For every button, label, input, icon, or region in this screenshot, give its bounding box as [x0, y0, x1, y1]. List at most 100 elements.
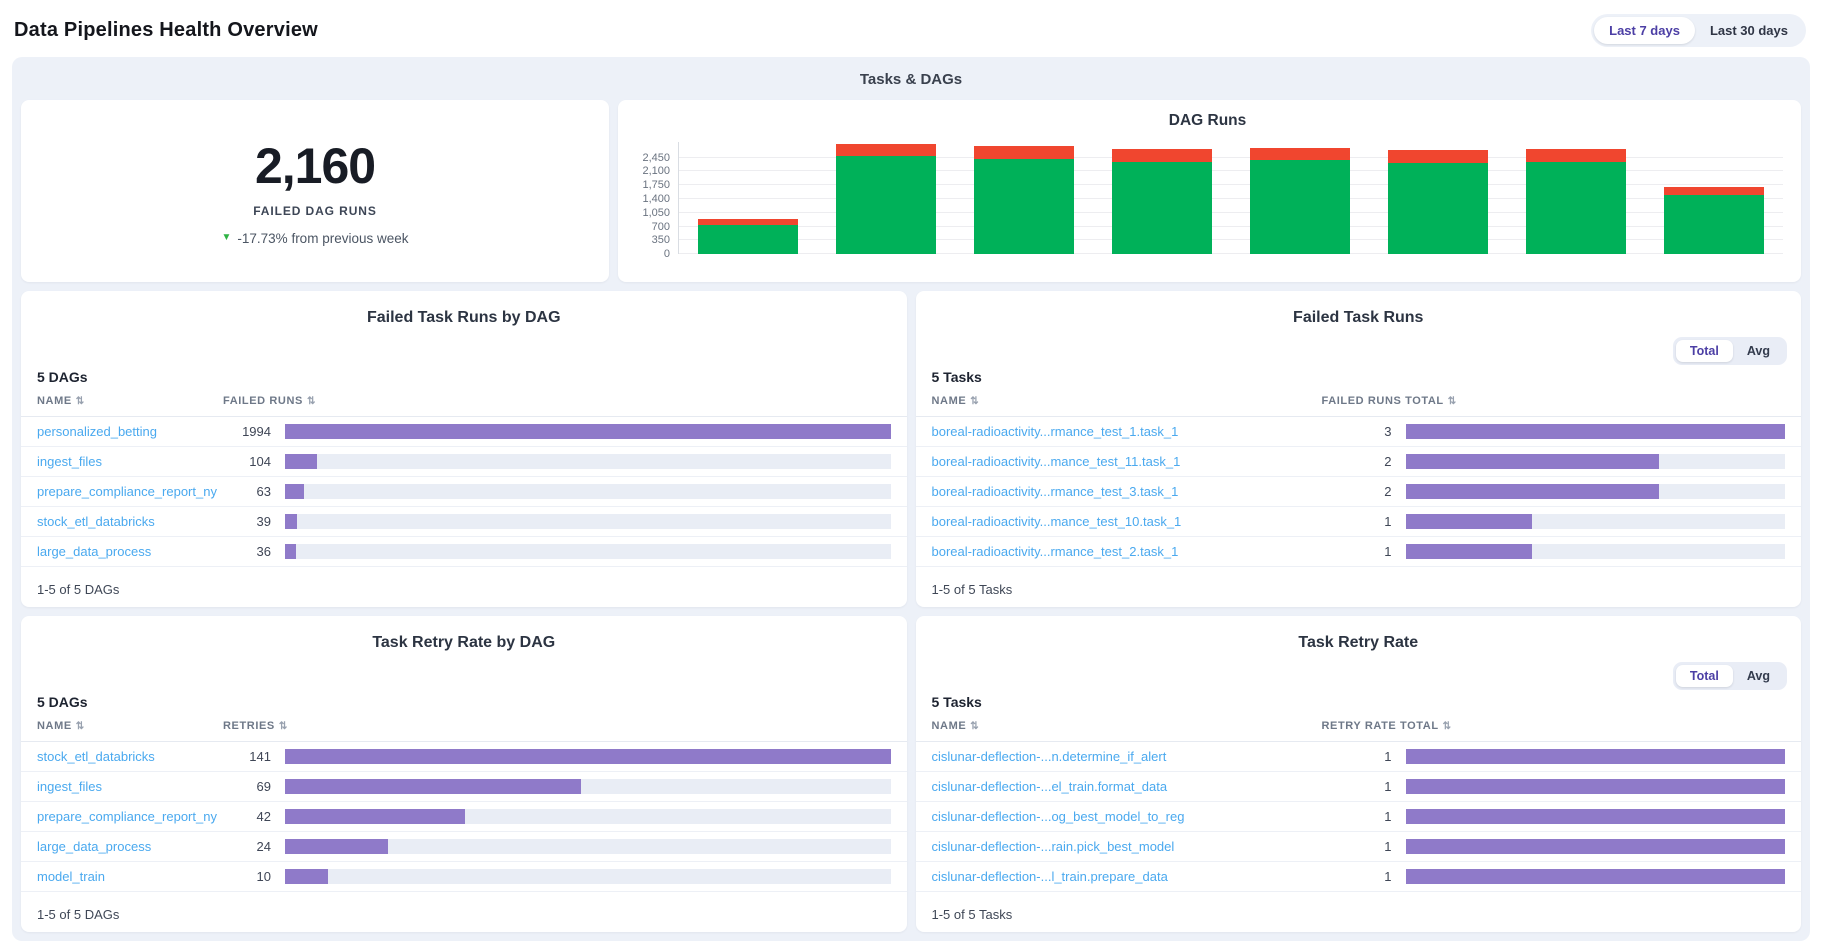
row-bar-track	[1406, 779, 1786, 794]
row-value: 2	[1322, 484, 1392, 499]
time-range-last-30-days[interactable]: Last 30 days	[1695, 17, 1803, 44]
row-name-link[interactable]: boreal-radioactivity...rmance_test_2.tas…	[932, 544, 1322, 559]
total-avg-toggle: Total Avg	[1673, 662, 1787, 690]
y-axis-tick-label: 2,450	[642, 152, 670, 164]
row-count-label: 5 DAGs	[37, 369, 891, 385]
row-bar	[285, 749, 891, 764]
row-name-link[interactable]: boreal-radioactivity...mance_test_10.tas…	[932, 514, 1322, 529]
row-name-link[interactable]: boreal-radioactivity...rmance_test_3.tas…	[932, 484, 1322, 499]
pagination-label: 1-5 of 5 DAGs	[21, 892, 907, 937]
section-title: Tasks & DAGs	[21, 66, 1801, 100]
table-row: boreal-radioactivity...rmance_test_2.tas…	[916, 537, 1802, 567]
row-name-link[interactable]: boreal-radioactivity...rmance_test_1.tas…	[932, 424, 1322, 439]
column-header-name[interactable]: NAME⇅	[37, 395, 223, 407]
dag-runs-bar[interactable]	[1369, 142, 1507, 254]
row-bar	[285, 779, 581, 794]
row-value: 2	[1322, 454, 1392, 469]
row-bar-track	[285, 514, 891, 529]
dag-runs-bar[interactable]	[1507, 142, 1645, 254]
row-bar-track	[1406, 484, 1786, 499]
row-value: 141	[223, 749, 271, 764]
row-name-link[interactable]: large_data_process	[37, 544, 223, 559]
y-axis-tick-label: 2,100	[642, 165, 670, 177]
column-header-name[interactable]: NAME⇅	[37, 720, 223, 732]
row-name-link[interactable]: stock_etl_databricks	[37, 749, 223, 764]
row-value: 42	[223, 809, 271, 824]
sort-icon: ⇅	[307, 396, 316, 407]
bar-stack	[974, 142, 1073, 254]
bar-failed-segment	[974, 146, 1073, 159]
table-header: NAME⇅ FAILED RUNS TOTAL⇅	[916, 395, 1802, 417]
dag-runs-bar[interactable]	[679, 142, 817, 254]
dag-runs-chart-card: DAG Runs 03507001,0501,4001,7502,1002,45…	[618, 100, 1801, 282]
stat-value: 2,160	[255, 137, 375, 195]
table-row: stock_etl_databricks141	[21, 742, 907, 772]
total-avg-toggle: Total Avg	[1673, 337, 1787, 365]
toggle-total[interactable]: Total	[1676, 340, 1733, 362]
row-name-link[interactable]: boreal-radioactivity...mance_test_11.tas…	[932, 454, 1322, 469]
row-bar	[285, 424, 891, 439]
dag-runs-bar[interactable]	[1231, 142, 1369, 254]
row-name-link[interactable]: stock_etl_databricks	[37, 514, 223, 529]
column-header-value[interactable]: RETRIES⇅	[223, 720, 288, 732]
table-header: NAME⇅ FAILED RUNS⇅	[21, 395, 907, 417]
row-name-link[interactable]: cislunar-deflection-...n.determine_if_al…	[932, 749, 1322, 764]
row-bar-track	[1406, 809, 1786, 824]
card-title: Task Retry Rate	[916, 616, 1802, 652]
chart-title: DAG Runs	[632, 112, 1783, 130]
row-value: 1	[1322, 779, 1392, 794]
y-axis-tick-label: 0	[664, 248, 670, 260]
row-bar-track	[285, 424, 891, 439]
dag-runs-bar[interactable]	[1093, 142, 1231, 254]
row-bar	[1406, 454, 1659, 469]
row-name-link[interactable]: model_train	[37, 869, 223, 884]
bar-success-segment	[1388, 163, 1487, 254]
row-name-link[interactable]: prepare_compliance_report_ny	[37, 809, 223, 824]
bar-stack	[1112, 142, 1211, 254]
column-header-name[interactable]: NAME⇅	[932, 395, 1322, 407]
row-name-link[interactable]: personalized_betting	[37, 424, 223, 439]
bar-stack	[1664, 142, 1763, 254]
row-name-link[interactable]: ingest_files	[37, 779, 223, 794]
row-value: 1	[1322, 514, 1392, 529]
column-header-value[interactable]: FAILED RUNS TOTAL⇅	[1322, 395, 1457, 407]
row-name-link[interactable]: cislunar-deflection-...el_train.format_d…	[932, 779, 1322, 794]
toggle-avg[interactable]: Avg	[1733, 665, 1784, 687]
row-bar	[1406, 544, 1533, 559]
dag-runs-bar[interactable]	[817, 142, 955, 254]
dag-runs-bar[interactable]	[1645, 142, 1783, 254]
row-name-link[interactable]: cislunar-deflection-...og_best_model_to_…	[932, 809, 1322, 824]
row-name-link[interactable]: cislunar-deflection-...rain.pick_best_mo…	[932, 839, 1322, 854]
row-name-link[interactable]: prepare_compliance_report_ny	[37, 484, 223, 499]
bar-success-segment	[974, 159, 1073, 254]
bar-success-segment	[836, 156, 935, 254]
card-task-retry-rate-by-dag: Task Retry Rate by DAG 5 DAGs NAME⇅ RETR…	[21, 616, 907, 932]
sort-icon: ⇅	[1448, 396, 1457, 407]
toggle-avg[interactable]: Avg	[1733, 340, 1784, 362]
row-bar-track	[1406, 514, 1786, 529]
column-header-value[interactable]: FAILED RUNS⇅	[223, 395, 316, 407]
card-title: Failed Task Runs by DAG	[21, 291, 907, 327]
toggle-total[interactable]: Total	[1676, 665, 1733, 687]
row-name-link[interactable]: large_data_process	[37, 839, 223, 854]
bar-success-segment	[1526, 162, 1625, 254]
column-header-value[interactable]: RETRY RATE TOTAL⇅	[1322, 720, 1452, 732]
row-name-link[interactable]: ingest_files	[37, 454, 223, 469]
dag-runs-bar[interactable]	[955, 142, 1093, 254]
row-name-link[interactable]: cislunar-deflection-...l_train.prepare_d…	[932, 869, 1322, 884]
pagination-label: 1-5 of 5 DAGs	[21, 567, 907, 612]
y-axis-tick-label: 1,050	[642, 207, 670, 219]
row-count-label: 5 Tasks	[932, 694, 1786, 710]
row-count-label: 5 Tasks	[932, 369, 1786, 385]
row-bar	[1406, 779, 1786, 794]
time-range-last-7-days[interactable]: Last 7 days	[1594, 17, 1695, 44]
row-bar	[1406, 484, 1659, 499]
pagination-label: 1-5 of 5 Tasks	[916, 567, 1802, 612]
row-bar	[285, 514, 297, 529]
table-row: large_data_process36	[21, 537, 907, 567]
page-title: Data Pipelines Health Overview	[14, 19, 318, 42]
y-axis-tick-label: 350	[652, 234, 670, 246]
column-header-name[interactable]: NAME⇅	[932, 720, 1322, 732]
row-bar-track	[1406, 544, 1786, 559]
row-value: 1	[1322, 749, 1392, 764]
